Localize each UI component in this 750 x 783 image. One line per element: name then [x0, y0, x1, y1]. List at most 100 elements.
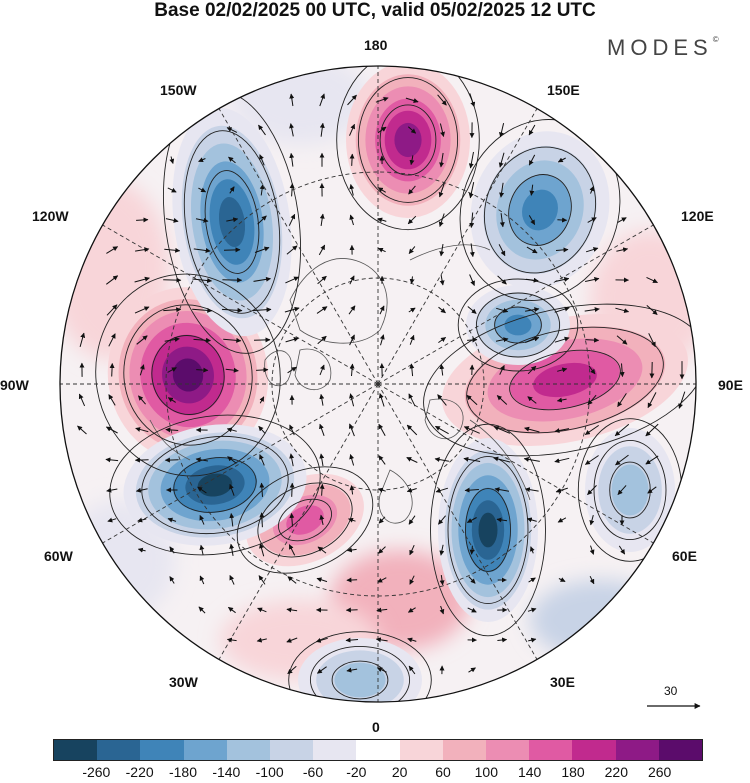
contour-line — [183, 130, 281, 314]
wind-vector — [585, 337, 600, 343]
wind-vector — [616, 335, 628, 345]
wind-vector — [223, 247, 241, 253]
wind-vector — [319, 122, 325, 137]
wind-vector — [108, 333, 116, 347]
wind-vector — [529, 184, 535, 196]
wind-vector — [619, 363, 625, 378]
wind-vector — [438, 336, 447, 344]
colorbar-bin — [658, 740, 703, 760]
wind-vector — [617, 217, 627, 223]
wind-vector — [198, 187, 207, 193]
wind-vector — [347, 94, 357, 106]
colorbar-tick-label: 180 — [561, 764, 585, 780]
wind-vector — [348, 423, 355, 437]
wind-vector — [317, 275, 327, 285]
contour-line — [508, 174, 572, 246]
contour-group — [457, 278, 579, 372]
wind-vector — [289, 123, 295, 137]
wind-vector — [409, 544, 415, 556]
contour-line — [494, 306, 542, 344]
wind-vector — [135, 487, 148, 493]
wind-vector — [555, 487, 568, 493]
contour-line — [331, 660, 389, 700]
wind-vector — [108, 394, 116, 406]
contour-line — [204, 170, 260, 274]
wind-vector — [439, 544, 445, 556]
wind-vector — [617, 485, 627, 495]
wind-vector — [434, 457, 449, 463]
colorbar-tick-label: 60 — [435, 764, 451, 780]
wind-vector — [437, 94, 447, 106]
contour-line — [430, 423, 546, 637]
wind-vector — [528, 215, 536, 226]
anomaly-level-fill — [478, 512, 498, 548]
wind-vector — [226, 427, 237, 433]
coastlines — [149, 244, 531, 524]
wind-vector — [227, 456, 237, 464]
wind-vector — [407, 607, 416, 613]
wind-vector — [348, 305, 356, 315]
wind-vector — [555, 277, 570, 282]
colorbar-tick-label: -100 — [255, 764, 284, 780]
colorbar-tick-label: 20 — [391, 764, 408, 780]
contour-line — [457, 278, 579, 372]
contour-line — [336, 66, 480, 231]
copyright-mark: © — [712, 35, 719, 44]
wind-vector — [139, 364, 145, 376]
wind-vector — [165, 217, 179, 223]
wind-vector — [254, 246, 270, 253]
wind-vector — [195, 457, 208, 463]
wind-vector — [349, 275, 355, 285]
wind-vector — [468, 181, 475, 199]
wind-vector — [526, 517, 537, 523]
wind-vector — [437, 394, 447, 406]
anomaly-low-southatlantic — [298, 638, 422, 702]
colorbar-tick-label: -260 — [82, 764, 111, 780]
colorbar-tick-label: 220 — [604, 764, 629, 780]
wind-vector — [257, 215, 267, 225]
wind-vector — [317, 335, 327, 345]
wind-vector — [105, 426, 118, 434]
wind-vector — [225, 367, 239, 373]
wind-vector — [167, 367, 177, 373]
wind-vector — [498, 152, 505, 168]
colorbar-bin — [486, 740, 530, 760]
wind-vector — [316, 666, 327, 674]
wind-vector — [468, 151, 474, 169]
contour-group — [288, 631, 432, 702]
wind-vector — [615, 307, 630, 314]
wind-vector — [646, 276, 658, 284]
anomaly-high-pacific — [346, 66, 470, 218]
wind-vector — [377, 247, 386, 253]
wind-vector — [525, 336, 540, 343]
wind-vector — [407, 215, 417, 225]
wind-vector — [258, 124, 266, 136]
wind-vector — [256, 367, 269, 373]
colorbar-bin — [399, 740, 443, 760]
wind-vector — [199, 544, 205, 555]
wind-vector — [407, 637, 417, 643]
wind-vector — [198, 157, 206, 162]
wind-vector — [495, 337, 509, 343]
wind-vector — [319, 453, 325, 467]
wind-vector — [496, 307, 509, 313]
wind-vector — [524, 426, 540, 433]
wind-vector — [585, 247, 599, 253]
wind-vector — [435, 487, 449, 493]
wind-vector — [530, 546, 535, 554]
wind-vector — [467, 306, 477, 314]
anomaly-high-canada — [107, 287, 269, 463]
anomaly-level-fill — [533, 362, 597, 398]
wind-vector — [409, 155, 415, 166]
wind-vector — [617, 393, 627, 408]
wind-vectors — [77, 93, 686, 675]
wind-vector — [252, 307, 272, 313]
wind-vector — [169, 546, 175, 554]
wind-vector — [466, 517, 477, 523]
wind-vector — [193, 337, 211, 343]
colorbar-tick-label: -140 — [212, 764, 241, 780]
colorbar-bin — [615, 740, 659, 760]
wind-vector — [378, 455, 386, 465]
wind-vector — [316, 577, 328, 583]
wind-vector — [408, 393, 416, 407]
